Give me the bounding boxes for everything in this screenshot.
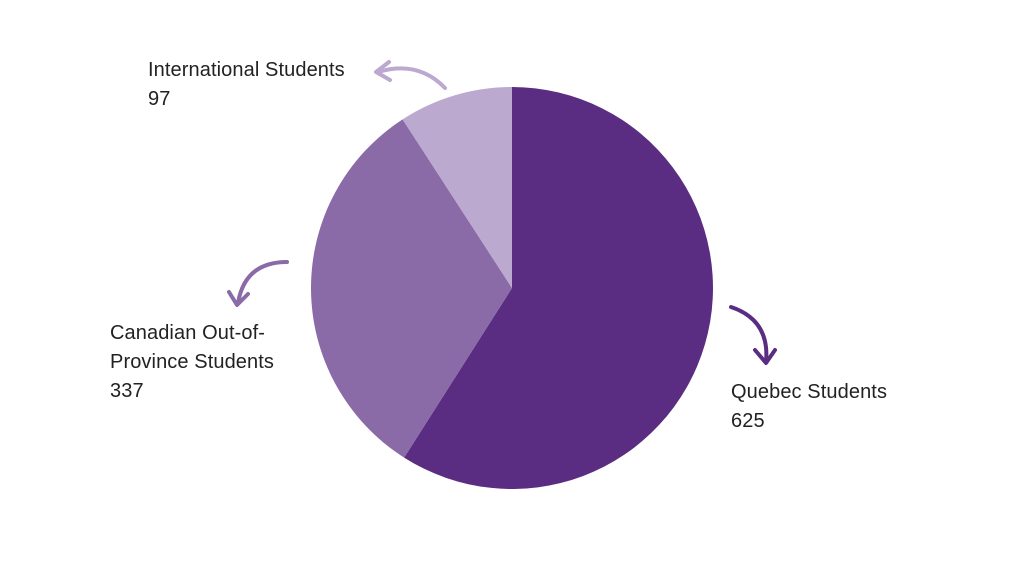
label-quebec-value: 625 <box>731 410 765 432</box>
label-canadian-value: 337 <box>110 380 144 402</box>
pie-slice-international-students <box>402 87 512 288</box>
label-quebec-name: Quebec Students <box>731 381 888 403</box>
label-international-name: International Students <box>148 59 345 81</box>
callout-arrows <box>227 60 777 365</box>
label-canadian-name-line1: Canadian Out-of- <box>110 322 266 344</box>
pie-slice-quebec-students <box>404 87 713 489</box>
label-international-students: International Students 97 <box>148 56 345 114</box>
arrow-international-students <box>374 60 447 90</box>
label-canadian-students: Canadian Out-of- Province Students 337 <box>110 319 274 406</box>
pie-slice-canadian-out-of-province-students <box>310 119 512 458</box>
label-canadian-name-line2: Province Students <box>110 351 275 373</box>
arrow-canadian-out-of-province-students <box>227 260 289 307</box>
label-international-value: 97 <box>148 88 171 110</box>
label-quebec-students: Quebec Students 625 <box>731 378 887 436</box>
arrow-quebec-students <box>729 305 777 365</box>
pie-slices <box>310 87 713 489</box>
